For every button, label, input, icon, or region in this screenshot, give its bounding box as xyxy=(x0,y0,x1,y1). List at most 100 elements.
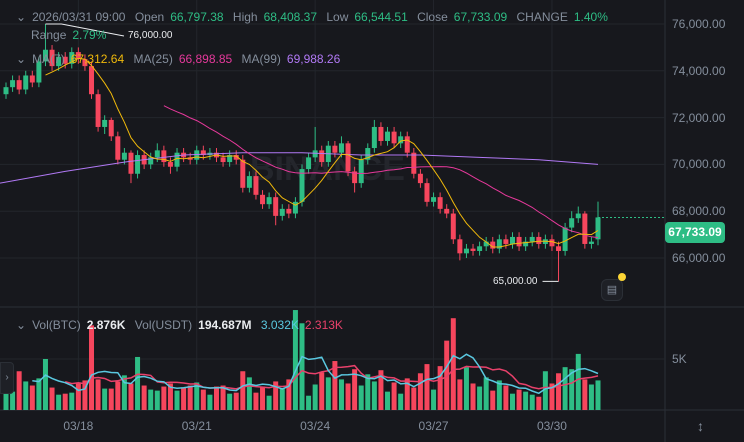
low-marker-label: 65,000.00 xyxy=(493,276,538,287)
volume-bar xyxy=(10,391,16,410)
volume-bar xyxy=(483,377,489,410)
candle-body xyxy=(457,239,463,254)
candle-body xyxy=(365,148,371,160)
candle-body xyxy=(437,197,443,209)
expand-sidebar-chevron-icon[interactable]: › xyxy=(0,362,14,394)
volume-bar xyxy=(135,356,141,410)
candle-body xyxy=(562,227,568,251)
close-label: Close xyxy=(417,10,448,24)
volume-bar xyxy=(23,381,29,410)
volume-bar xyxy=(385,391,391,410)
candle-body xyxy=(582,213,588,244)
volume-bar xyxy=(49,387,55,410)
candle-body xyxy=(595,217,601,240)
volume-bar xyxy=(194,382,200,410)
candle-datetime: 2026/03/31 09:00 xyxy=(32,10,126,24)
candle-body xyxy=(49,49,55,67)
time-tick-label: 03/18 xyxy=(63,419,94,433)
volume-bar xyxy=(260,386,266,410)
candle-body xyxy=(220,157,226,163)
volume-bar xyxy=(187,385,193,410)
candle-body xyxy=(569,218,575,228)
candle-body xyxy=(286,208,292,214)
candle-body xyxy=(75,52,81,60)
candle-body xyxy=(95,94,101,127)
volume-ma-long-line xyxy=(64,364,599,390)
notification-dot xyxy=(618,273,626,281)
candle-body xyxy=(378,126,384,141)
volume-bar xyxy=(490,390,496,410)
candle-body xyxy=(338,143,344,153)
collapse-chevron-icon[interactable]: ⌄ xyxy=(16,52,27,66)
volume-bar xyxy=(332,361,338,410)
candle-body xyxy=(417,173,423,184)
candle-body xyxy=(345,143,351,172)
price-tick-label: 70,000.00 xyxy=(672,157,726,172)
ma7-label: MA(7) xyxy=(32,52,65,66)
volume-bar xyxy=(174,390,180,410)
candle-body xyxy=(588,241,594,244)
candle-body xyxy=(16,80,22,90)
candle-body xyxy=(312,150,318,158)
close-value: 67,733.09 xyxy=(453,10,508,24)
ohlc-legend: ⌄ 2026/03/31 09:00 Open 66,797.38 High 68,4… xyxy=(16,10,614,24)
volume-bar xyxy=(75,383,81,410)
volume-legend: ⌄ Vol(BTC) 2.876K Vol(USDT) 194.687M 3.032K… xyxy=(16,318,349,332)
ma25-label: MA(25) xyxy=(133,52,173,66)
candle-body xyxy=(128,152,134,174)
candle-body xyxy=(385,131,391,141)
volume-bar xyxy=(529,394,535,410)
volume-bar xyxy=(233,392,239,410)
collapse-chevron-icon[interactable]: ⌄ xyxy=(16,10,27,24)
volume-bar xyxy=(470,383,476,410)
volume-bar xyxy=(36,378,42,410)
candle-body xyxy=(358,159,364,184)
current-price-badge: 67,733.09 xyxy=(665,222,725,243)
volume-bar xyxy=(391,382,397,410)
volume-bar xyxy=(29,385,35,410)
volume-bar xyxy=(148,389,154,410)
candle-body xyxy=(509,236,515,244)
candle-body xyxy=(431,197,437,202)
collapse-chevron-icon[interactable]: ⌄ xyxy=(16,318,27,332)
candle-body xyxy=(82,59,88,67)
volume-bar xyxy=(444,340,450,410)
candle-body xyxy=(549,239,555,247)
volume-bar xyxy=(42,359,48,410)
volume-bar xyxy=(378,370,384,410)
candle-body xyxy=(490,241,496,249)
candle-body xyxy=(352,171,358,184)
ma99-line xyxy=(0,152,599,184)
price-tick-label: 72,000.00 xyxy=(672,110,726,125)
candle-body xyxy=(404,136,410,153)
candle-body xyxy=(121,152,127,160)
candle-body xyxy=(266,197,272,205)
ma99-value: 69,988.26 xyxy=(286,52,341,66)
volume-bar xyxy=(477,386,483,410)
news-icon[interactable]: ▤ xyxy=(601,279,623,301)
volume-bar xyxy=(292,310,298,410)
volume-bar xyxy=(286,379,292,410)
volume-bar xyxy=(95,379,101,410)
volume-bar xyxy=(352,369,358,410)
low-value: 66,544.51 xyxy=(354,10,408,24)
price-tick-label: 74,000.00 xyxy=(672,63,726,78)
high-marker-label: 76,000.00 xyxy=(128,30,173,41)
high-value: 68,408.37 xyxy=(263,10,317,24)
volume-bar xyxy=(56,394,62,410)
open-label: Open xyxy=(134,10,165,24)
candle-body xyxy=(115,136,121,160)
auto-scale-icon[interactable]: ↕ xyxy=(697,418,704,434)
volume-bar xyxy=(16,371,22,410)
volume-bar xyxy=(523,391,529,410)
vol-ma-short-value: 3.032K xyxy=(260,318,299,332)
candle-body xyxy=(56,56,62,67)
volume-bar xyxy=(536,396,542,410)
volume-bar xyxy=(345,383,351,410)
candle-body xyxy=(260,194,266,205)
volume-bar xyxy=(398,393,404,410)
ma25-value: 66,898.85 xyxy=(178,52,233,66)
volume-ma-short-line xyxy=(32,353,599,395)
candle-body xyxy=(411,152,417,174)
